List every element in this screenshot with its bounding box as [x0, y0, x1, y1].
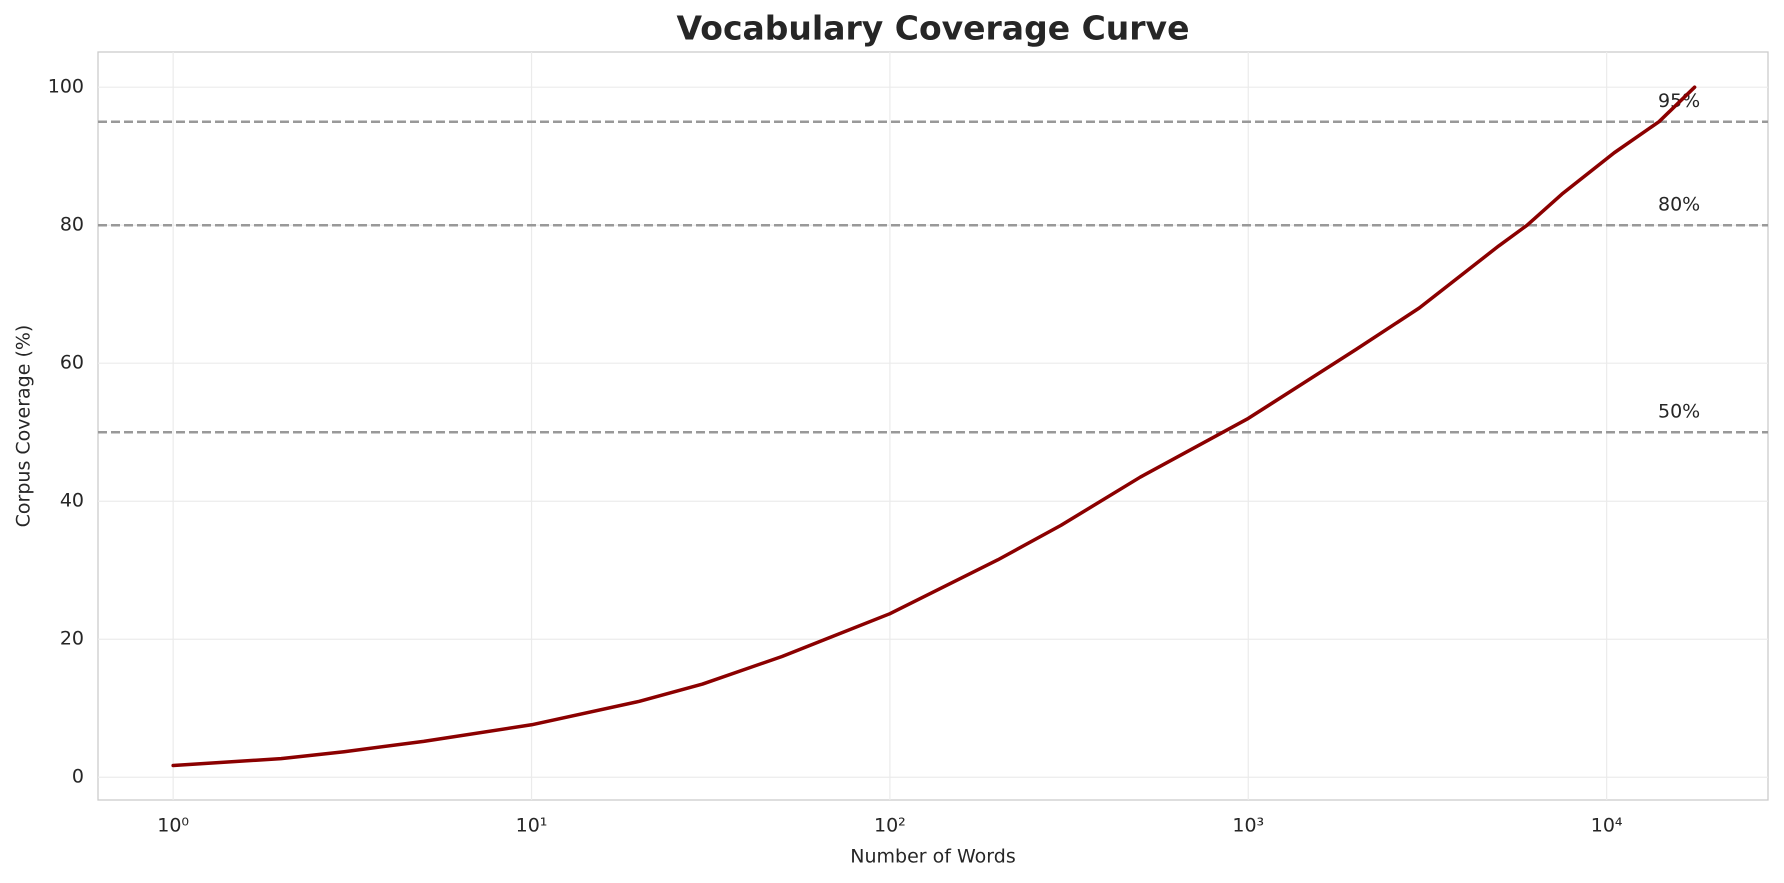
y-tick-label: 100 [48, 76, 84, 98]
plot-frame [97, 51, 1769, 801]
y-tick-label: 80 [60, 214, 84, 236]
x-tick-label: 10² [874, 815, 906, 837]
x-tick-label: 10¹ [516, 815, 548, 837]
x-tick-label: 10⁴ [1591, 815, 1623, 837]
data-line [171, 85, 1697, 768]
x-tick-label: 10⁰ [157, 815, 189, 837]
y-axis-label: Corpus Coverage (%) [13, 325, 35, 528]
x-axis-label: Number of Words [850, 846, 1015, 868]
reference-label: 50% [1658, 401, 1700, 423]
x-tick-label: 10³ [1232, 815, 1264, 837]
chart-title: Vocabulary Coverage Curve [677, 9, 1190, 48]
grid [98, 52, 1768, 800]
y-tick-label: 40 [60, 490, 84, 512]
y-tick-label: 60 [60, 352, 84, 374]
reference-label: 80% [1658, 194, 1700, 216]
y-tick-label: 0 [72, 766, 84, 788]
y-tick-label: 20 [60, 628, 84, 650]
